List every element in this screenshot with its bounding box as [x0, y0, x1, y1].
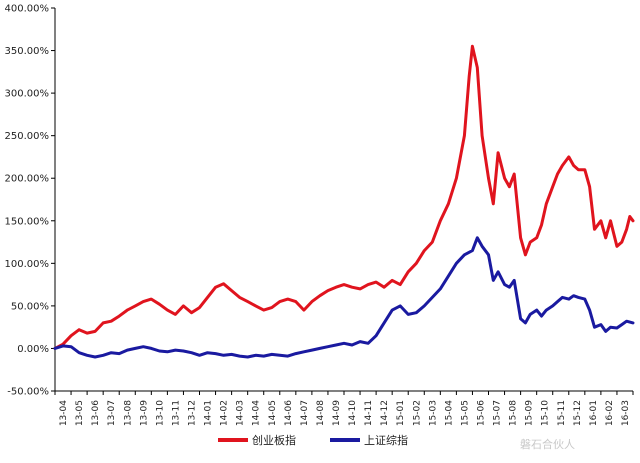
x-tick-label: 13-11 — [171, 400, 181, 426]
x-tick-label: 14-06 — [284, 400, 294, 426]
y-tick-label: 0.00% — [17, 344, 49, 355]
y-tick-label: -50.00% — [7, 387, 49, 398]
x-tick-label: 16-01 — [589, 400, 599, 426]
x-tick-label: 15-09 — [525, 400, 535, 426]
x-tick-label: 14-07 — [300, 400, 310, 426]
series-line-2 — [53, 236, 635, 359]
legend-label-1: 创业板指 — [252, 433, 296, 447]
x-tick-label: 13-04 — [59, 400, 69, 426]
x-tick-label: 14-11 — [364, 400, 374, 426]
y-tick-label: 300.00% — [5, 89, 50, 100]
x-tick-label: 14-10 — [348, 400, 358, 426]
y-tick-label: 350.00% — [5, 46, 50, 57]
x-tick-label: 15-08 — [509, 400, 519, 426]
x-tick-label: 15-12 — [573, 400, 583, 426]
y-tick-label: 50.00% — [11, 301, 49, 312]
x-tick-label: 14-01 — [204, 400, 214, 426]
y-tick-label: 150.00% — [5, 216, 50, 227]
x-tick-label: 13-08 — [123, 400, 133, 426]
x-tick-label: 15-03 — [428, 400, 438, 426]
x-tick-label: 13-05 — [75, 400, 85, 426]
series-line-1 — [53, 44, 635, 350]
y-tick-label: 250.00% — [5, 131, 50, 142]
x-tick-label: 15-10 — [541, 400, 551, 426]
x-tick-label: 13-07 — [107, 400, 117, 426]
x-tick-label: 13-12 — [187, 400, 197, 426]
y-tick-label: 200.00% — [5, 174, 50, 185]
x-tick-label: 14-12 — [380, 400, 390, 426]
watermark-text: 磐石合伙人 — [520, 438, 575, 451]
x-tick-label: 14-03 — [236, 400, 246, 426]
y-tick-label: 100.00% — [5, 259, 50, 270]
x-tick-label: 15-06 — [476, 400, 486, 426]
x-tick-label: 14-05 — [268, 400, 278, 426]
x-tick-label: 13-06 — [91, 400, 101, 426]
x-tick-label: 16-03 — [621, 400, 631, 426]
x-tick-label: 15-02 — [412, 400, 422, 426]
x-tick-label: 14-02 — [220, 400, 230, 426]
x-tick-label: 14-08 — [316, 400, 326, 426]
x-tick-label: 16-02 — [605, 400, 615, 426]
x-tick-label: 15-11 — [557, 400, 567, 426]
x-tick-label: 13-10 — [155, 400, 165, 426]
x-tick-label: 15-07 — [493, 400, 503, 426]
y-tick-label: 400.00% — [5, 4, 50, 15]
x-tick-label: 15-04 — [444, 400, 454, 426]
x-tick-label: 15-01 — [396, 400, 406, 426]
x-tick-label: 15-05 — [460, 400, 470, 426]
legend-label-2: 上证综指 — [364, 433, 408, 447]
x-tick-label: 14-09 — [332, 400, 342, 426]
x-tick-label: 14-04 — [252, 400, 262, 426]
x-tick-label: 13-09 — [139, 400, 149, 426]
